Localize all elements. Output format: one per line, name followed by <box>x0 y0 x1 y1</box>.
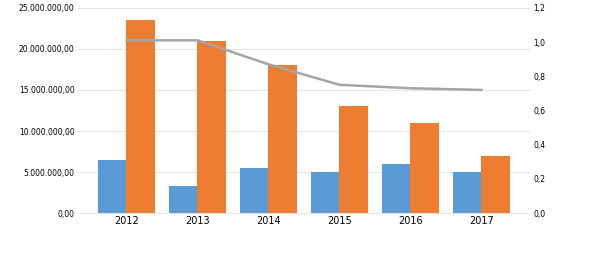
Bar <box>197 41 226 213</box>
Bar <box>169 186 197 213</box>
Bar <box>340 106 368 213</box>
Bar <box>126 20 155 213</box>
Bar <box>98 160 126 213</box>
Bar <box>482 156 510 213</box>
Bar <box>268 65 297 213</box>
Bar <box>382 164 411 213</box>
Bar <box>411 123 439 213</box>
Bar <box>311 172 340 213</box>
Bar <box>453 172 482 213</box>
Bar <box>240 168 268 213</box>
